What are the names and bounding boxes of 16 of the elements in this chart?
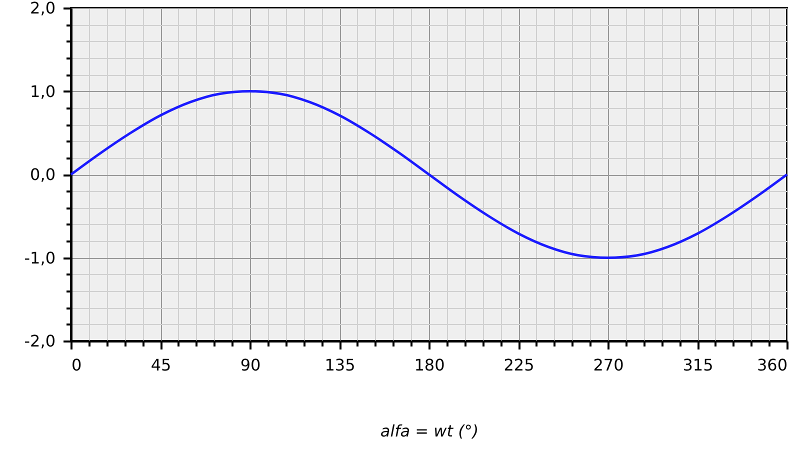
x-tick-label: 180	[414, 356, 445, 374]
y-tick-label: 2,0	[30, 0, 56, 18]
x-tick-label: 135	[324, 356, 356, 374]
x-axis-title: alfa = wt (°)	[380, 422, 479, 440]
x-tick-label: 0	[72, 356, 82, 374]
x-tick-label: 270	[593, 356, 624, 374]
y-tick-label: -2,0	[24, 332, 56, 350]
line-series	[70, 90, 788, 259]
y-tick-label: 0,0	[30, 165, 56, 184]
x-tick-label: 90	[240, 356, 261, 374]
y-tick-label: 1,0	[30, 82, 56, 101]
x-tick-label: 360	[756, 356, 788, 374]
x-tick-label: 315	[682, 356, 714, 374]
y-tick-label: -1,0	[24, 248, 56, 268]
x-tick-label: 225	[504, 356, 534, 374]
x-tick-label: 45	[150, 356, 172, 374]
